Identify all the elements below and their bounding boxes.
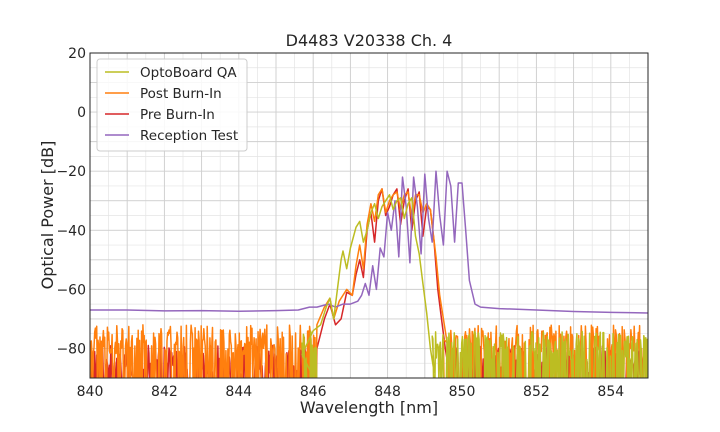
chart-title: D4483 V20338 Ch. 4: [286, 31, 453, 50]
x-tick-label: 846: [300, 384, 327, 400]
legend-label: Pre Burn-In: [140, 107, 215, 123]
y-tick-label: 0: [77, 105, 86, 121]
x-tick-label: 840: [77, 384, 104, 400]
legend-label: OptoBoard QA: [140, 65, 237, 81]
y-tick-label: −40: [56, 223, 86, 239]
x-tick-label: 854: [597, 384, 624, 400]
x-tick-label: 844: [225, 384, 252, 400]
legend-label: Reception Test: [140, 128, 238, 144]
y-tick-label: 20: [68, 46, 86, 62]
legend-label: Post Burn-In: [140, 86, 222, 102]
x-tick-label: 848: [374, 384, 401, 400]
series-line-post-burn-in: [90, 188, 648, 378]
legend: OptoBoard QA Post Burn-In Pre Burn-In Recep…: [96, 58, 248, 152]
x-tick-label: 850: [449, 384, 476, 400]
series-line-reception-test: [90, 170, 648, 314]
x-tick-label: 852: [523, 384, 550, 400]
x-tick-label: 842: [151, 384, 178, 400]
x-axis-label: Wavelength [nm]: [300, 398, 438, 417]
y-tick-label: −60: [56, 282, 86, 298]
y-tick-label: −20: [56, 164, 86, 180]
y-tick-label: −80: [56, 341, 86, 357]
series-line-optoboard-qa: [301, 194, 648, 378]
axes-frame: [89, 52, 649, 379]
legend-box: [96, 58, 248, 152]
y-axis-label: Optical Power [dB]: [38, 141, 57, 290]
